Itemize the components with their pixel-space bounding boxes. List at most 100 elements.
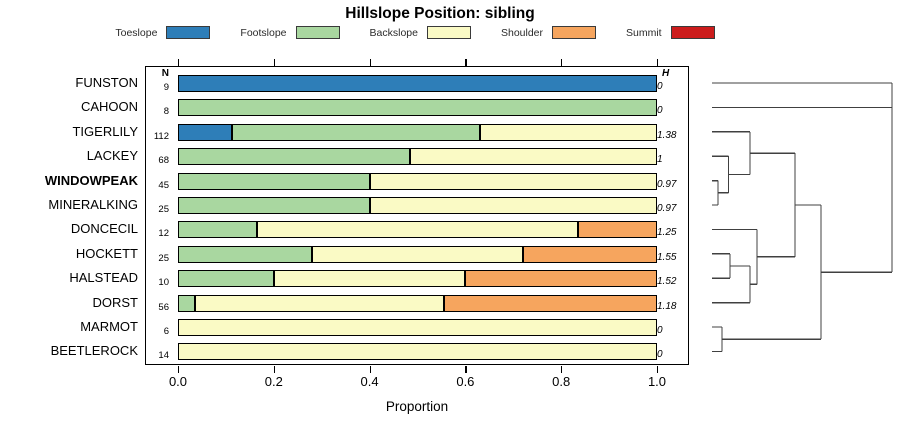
n-value: 9: [163, 82, 169, 93]
plot-box: [145, 66, 689, 365]
row-label: CAHOON: [80, 99, 138, 115]
n-value: 45: [158, 179, 169, 191]
bar-segment-shoulder: [523, 245, 657, 263]
x-axis-tick: [657, 366, 659, 373]
legend-label: Summit: [626, 26, 662, 39]
summit-swatch: [670, 26, 715, 39]
legend: Toeslope Footslope Backslope Shoulder Summit: [0, 26, 830, 39]
n-value: 56: [158, 301, 169, 313]
bar-segment-backslope: [370, 172, 657, 190]
h-value: 0.97: [657, 203, 677, 214]
bar-segment-backslope: [178, 319, 657, 336]
x-axis-tick-label: 1.0: [647, 374, 667, 389]
x-axis-top-tick: [369, 59, 371, 66]
n-value: 14: [158, 350, 169, 362]
x-axis-tick-label: 0.2: [264, 374, 283, 389]
bar-segment-shoulder: [465, 270, 657, 288]
bar-segment-backslope: [312, 245, 523, 263]
bar-segment-footslope: [178, 197, 370, 214]
n-value: 10: [158, 277, 169, 289]
x-axis-tick: [178, 366, 180, 373]
row-label: WINDOWPEAK: [44, 172, 138, 188]
row-label: FUNSTON: [75, 75, 138, 90]
x-axis-tick-label: 0.6: [456, 374, 475, 389]
n-value: 12: [158, 228, 169, 240]
legend-label: Footslope: [240, 26, 287, 39]
legend-item: Shoulder: [500, 26, 597, 39]
x-axis-top-tick: [561, 59, 563, 66]
bar-segment-backslope: [410, 148, 657, 166]
n-value: 8: [163, 106, 169, 118]
bar-segment-toeslope: [178, 75, 657, 92]
x-axis-tick-label: 0.4: [360, 374, 379, 389]
bar-segment-shoulder: [444, 294, 657, 312]
legend-item: Backslope: [370, 26, 471, 39]
n-value: 25: [158, 204, 169, 215]
dendrogram: [712, 82, 893, 353]
bar-segment-backslope: [370, 197, 657, 214]
bar-segment-footslope: [232, 123, 480, 141]
h-value: 1.55: [657, 251, 677, 263]
x-axis-tick-label: 0.0: [168, 374, 188, 389]
backslope-swatch: [426, 26, 471, 39]
legend-label: Shoulder: [500, 26, 544, 39]
bar-segment-footslope: [178, 172, 370, 190]
row-label: MINERALKING: [48, 197, 138, 212]
shoulder-swatch: [552, 26, 597, 39]
x-axis-label: Proportion: [385, 399, 449, 414]
x-axis-top-tick: [657, 59, 659, 66]
bar-segment-footslope: [178, 270, 274, 288]
row-label: LACKEY: [86, 148, 138, 164]
bar-segment-footslope: [178, 148, 410, 166]
h-value: 0: [657, 349, 663, 361]
h-value: 1.52: [657, 276, 677, 288]
bar-segment-backslope: [178, 343, 657, 361]
x-axis-tick: [465, 366, 467, 373]
x-axis-top-tick: [178, 59, 180, 66]
n-value: 6: [163, 326, 169, 337]
bar-segment-backslope: [480, 123, 657, 141]
bar-segment-backslope: [195, 294, 444, 312]
row-label: HOCKETT: [75, 245, 138, 261]
x-axis-top-tick: [465, 59, 467, 66]
legend-item: Footslope: [240, 26, 340, 39]
h-value: 0: [657, 105, 663, 117]
chart-title: Hillslope Position: sibling: [345, 5, 535, 22]
bar-segment-toeslope: [178, 123, 232, 141]
legend-label: Backslope: [369, 26, 418, 39]
row-label: DORST: [92, 294, 139, 310]
n-value: 112: [153, 130, 169, 142]
h-value: 1.25: [657, 227, 677, 239]
h-value: 0: [657, 81, 663, 92]
n-value: 25: [158, 252, 169, 264]
row-label: MARMOT: [80, 319, 138, 334]
toeslope-swatch: [166, 26, 211, 39]
legend-item: Summit: [626, 26, 715, 39]
footslope-swatch: [295, 26, 340, 39]
h-column-header: H: [662, 68, 670, 79]
x-axis-tick: [561, 366, 563, 373]
h-value: 1: [657, 154, 663, 166]
h-value: 0: [657, 325, 663, 336]
x-axis-tick-label: 0.8: [552, 374, 571, 389]
legend-label: Toeslope: [115, 26, 158, 39]
bar-segment-footslope: [178, 221, 257, 239]
n-column-header: N: [161, 68, 169, 79]
row-label: TIGERLILY: [72, 123, 138, 139]
legend-item: Toeslope: [115, 26, 211, 39]
bar-segment-backslope: [257, 221, 578, 239]
h-value: 1.18: [657, 300, 677, 312]
row-label: DONCECIL: [70, 221, 138, 237]
bar-segment-footslope: [178, 294, 195, 312]
h-value: 1.38: [657, 129, 677, 141]
bar-segment-footslope: [178, 99, 657, 117]
x-axis-tick: [273, 366, 275, 373]
row-label: HALSTEAD: [69, 270, 138, 286]
x-axis-top-tick: [273, 59, 275, 66]
h-value: 0.97: [657, 178, 677, 190]
bar-segment-backslope: [274, 270, 465, 288]
bar-segment-footslope: [178, 245, 312, 263]
bar-segment-shoulder: [578, 221, 657, 239]
x-axis-tick: [369, 366, 371, 373]
